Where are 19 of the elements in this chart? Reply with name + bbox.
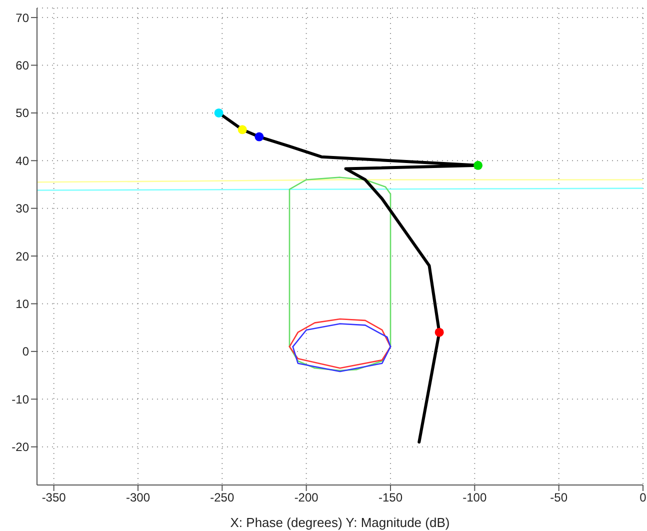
x-tick-label: -100 [462, 490, 487, 505]
y-tick-label: 70 [16, 10, 30, 25]
x-tick-label: -250 [210, 490, 234, 505]
y-tick-label: 50 [16, 106, 30, 120]
y-tick-label: 10 [16, 297, 30, 311]
x-tick-label: -150 [378, 490, 403, 505]
y-tick-label: 40 [16, 154, 30, 168]
y-tick-label: -10 [12, 392, 30, 406]
x-tick-label: -50 [550, 490, 568, 505]
x-tick-label: -300 [126, 490, 150, 505]
y-tick-label: 60 [16, 58, 30, 72]
x-tick-label: -350 [42, 490, 66, 505]
y-tick-label: -20 [12, 440, 30, 454]
y-tick-label: 20 [16, 249, 30, 264]
y-tick-label: 0 [22, 344, 30, 359]
x-tick-label: -200 [294, 490, 319, 505]
x-axis-title: X: Phase (degrees) Y: Magnitude (dB) [230, 515, 450, 530]
y-tick-label: 30 [16, 202, 30, 216]
x-tick-label: 0 [640, 490, 647, 505]
